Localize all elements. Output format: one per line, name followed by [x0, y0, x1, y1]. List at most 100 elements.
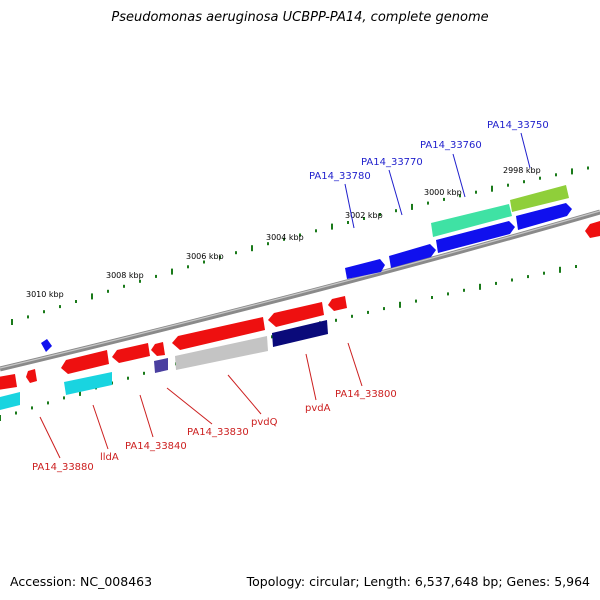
- tick-mark-inner: [575, 265, 577, 268]
- leader-lines: [39, 132, 531, 459]
- tick-mark-outer: [315, 229, 317, 233]
- tick-mark-outer: [155, 274, 157, 278]
- tick-mark-outer: [123, 284, 125, 288]
- tick-mark-outer: [443, 197, 445, 201]
- gene-forward-highlight[interactable]: [431, 204, 512, 237]
- gene-label-pa14-33770[interactable]: PA14_33770: [361, 157, 423, 168]
- leader-line: [452, 153, 466, 198]
- gene-label-pa14-33800[interactable]: PA14_33800: [335, 389, 397, 400]
- tick-mark-outer: [475, 190, 477, 194]
- gene-label-pa14-33880[interactable]: PA14_33880: [32, 462, 94, 473]
- tick-mark-inner: [399, 301, 401, 308]
- tick-mark-outer: [171, 268, 173, 275]
- gene-reverse[interactable]: [0, 374, 17, 390]
- tick-mark-outer: [75, 300, 77, 303]
- tick-mark-outer: [347, 221, 349, 224]
- leader-line: [388, 169, 403, 216]
- gene-forward[interactable]: [436, 221, 515, 253]
- reverse-gene-labels: PA14_33880 lldA PA14_33840 PA14_33830 pv…: [32, 389, 397, 473]
- scale-label-3002: 3002 kbp: [345, 211, 383, 220]
- leader-line: [305, 353, 317, 401]
- tick-mark-outer: [395, 209, 397, 213]
- tick-mark-inner: [415, 299, 417, 303]
- tick-mark-inner: [527, 275, 529, 279]
- gene-label-pvda[interactable]: pvdA: [305, 403, 331, 414]
- tick-mark-inner: [63, 396, 65, 400]
- tick-mark-outer: [491, 185, 493, 192]
- scale-label-3010: 3010 kbp: [26, 290, 64, 299]
- tick-mark-inner: [31, 406, 33, 410]
- leader-line: [227, 374, 262, 415]
- leader-line: [92, 404, 109, 450]
- map-title: Pseudomonas aeruginosa UCBPP-PA14, compl…: [111, 10, 489, 25]
- leader-line: [520, 132, 531, 169]
- gene-reverse[interactable]: [112, 343, 150, 363]
- gene-forward[interactable]: [585, 221, 600, 238]
- tick-mark-outer: [379, 213, 381, 216]
- gene-label-pa14-33830[interactable]: PA14_33830: [187, 427, 249, 438]
- gene-reverse[interactable]: [26, 369, 37, 383]
- tick-mark-outer: [555, 173, 557, 177]
- reverse-genes: [0, 296, 347, 410]
- gene-label-pa14-33840[interactable]: PA14_33840: [125, 441, 187, 452]
- tick-mark-inner: [431, 296, 433, 299]
- gene-reverse[interactable]: [172, 317, 265, 350]
- gene-forward[interactable]: [516, 203, 572, 230]
- tick-mark-outer: [571, 168, 573, 175]
- tick-mark-inner: [559, 266, 561, 273]
- tick-mark-outer: [267, 242, 269, 246]
- summary-text: Topology: circular; Length: 6,537,648 bp…: [246, 574, 590, 589]
- genome-backbone: [0, 209, 600, 372]
- gene-forward-highlight[interactable]: [510, 185, 569, 212]
- gene-reverse-alt[interactable]: [175, 336, 268, 370]
- gene-forward[interactable]: [389, 244, 436, 268]
- gene-reverse[interactable]: [61, 350, 109, 374]
- tick-mark-outer: [251, 245, 253, 252]
- gene-forward[interactable]: [41, 339, 52, 352]
- tick-mark-outer: [523, 180, 525, 184]
- tick-mark-outer: [59, 305, 61, 309]
- tick-mark-inner: [15, 411, 17, 415]
- tick-mark-outer: [427, 201, 429, 205]
- gene-reverse-alt[interactable]: [64, 372, 112, 395]
- tick-mark-outer: [235, 251, 237, 255]
- tick-mark-outer: [587, 166, 589, 170]
- tick-mark-outer: [507, 183, 509, 187]
- gene-label-pa14-33760[interactable]: PA14_33760: [420, 140, 482, 151]
- gene-reverse[interactable]: [268, 302, 324, 327]
- gene-forward[interactable]: [345, 259, 385, 279]
- tick-mark-inner: [47, 401, 49, 405]
- gene-label-pa14-33750[interactable]: PA14_33750: [487, 120, 549, 131]
- tick-mark-outer: [107, 289, 109, 293]
- scale-labels: 3010 kbp 3008 kbp 3006 kbp 3004 kbp 3002…: [26, 166, 541, 299]
- tick-mark-inner: [143, 371, 145, 375]
- forward-gene-labels: PA14_33780 PA14_33770 PA14_33760 PA14_33…: [309, 120, 549, 182]
- scale-label-3006: 3006 kbp: [186, 252, 224, 261]
- tick-mark-inner: [447, 292, 449, 296]
- leader-line: [347, 342, 363, 387]
- leader-line: [39, 416, 61, 459]
- gene-label-llda[interactable]: lldA: [100, 452, 119, 463]
- tick-mark-inner: [463, 288, 465, 292]
- leader-line: [139, 394, 154, 438]
- gene-reverse-alt[interactable]: [154, 358, 168, 373]
- scale-label-2998: 2998 kbp: [503, 166, 541, 175]
- tick-mark-inner: [479, 283, 481, 290]
- gene-reverse-alt[interactable]: [0, 392, 20, 410]
- tick-mark-inner: [495, 281, 497, 285]
- tick-mark-outer: [11, 319, 13, 325]
- tick-mark-outer: [27, 315, 29, 319]
- tick-mark-outer: [203, 260, 205, 264]
- tick-mark-outer: [299, 233, 301, 237]
- gene-reverse-alt[interactable]: [272, 320, 328, 347]
- tick-mark-outer: [91, 293, 93, 300]
- gene-label-pvdq[interactable]: pvdQ: [251, 417, 278, 428]
- tick-mark-outer: [187, 265, 189, 269]
- scale-label-3008: 3008 kbp: [106, 271, 144, 280]
- tick-mark-outer: [219, 255, 221, 259]
- gene-reverse[interactable]: [328, 296, 347, 311]
- gene-label-pa14-33780[interactable]: PA14_33780: [309, 171, 371, 182]
- gene-reverse[interactable]: [151, 342, 165, 356]
